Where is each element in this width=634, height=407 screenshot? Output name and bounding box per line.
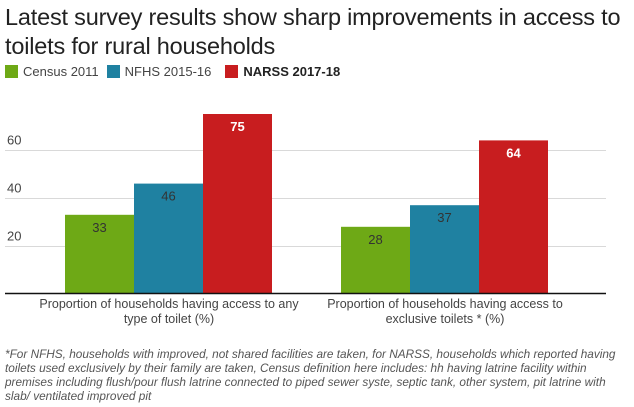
y-tick-label-20: 20 bbox=[7, 229, 21, 244]
legend-label: Census 2011 bbox=[23, 63, 99, 79]
data-label: 75 bbox=[230, 119, 244, 134]
legend: Census 2011 NFHS 2015-16 NARSS 2017-18 bbox=[5, 63, 348, 79]
legend-label: NARSS 2017-18 bbox=[243, 63, 341, 79]
bar-labels: 33 46 75 28 37 64 bbox=[92, 119, 521, 247]
bar-narss-2017-18-cat1 bbox=[479, 140, 548, 294]
bar-nfhs-2015-16-cat1 bbox=[410, 205, 479, 294]
legend-swatch bbox=[106, 64, 120, 78]
category-label-any-toilet: Proportion of households having access t… bbox=[39, 297, 299, 326]
legend-swatch bbox=[5, 64, 18, 78]
legend-swatch bbox=[225, 64, 239, 78]
data-label: 46 bbox=[161, 189, 175, 204]
legend-item-narss-2017-18: NARSS 2017-18 bbox=[225, 64, 340, 79]
y-tick-label-40: 40 bbox=[7, 181, 21, 196]
y-axis-ticks: 20 40 60 bbox=[7, 133, 21, 244]
bars bbox=[65, 114, 548, 294]
legend-item-census-2011: Census 2011 bbox=[5, 64, 99, 79]
chart-title: Latest survey results show sharp improve… bbox=[5, 4, 621, 59]
footnote: *For NFHS, households with improved, not… bbox=[5, 347, 616, 403]
legend-label: NFHS 2015-16 bbox=[124, 63, 212, 79]
data-label: 28 bbox=[368, 232, 382, 247]
data-label: 37 bbox=[437, 210, 451, 225]
bar-narss-2017-18-cat0 bbox=[203, 114, 272, 294]
bar-census-2011-cat0 bbox=[65, 214, 134, 294]
y-tick-label-60: 60 bbox=[7, 133, 21, 148]
data-label: 33 bbox=[92, 220, 106, 235]
bar-nfhs-2015-16-cat0 bbox=[134, 183, 203, 294]
data-label: 64 bbox=[506, 145, 521, 160]
bar-census-2011-cat1 bbox=[341, 226, 410, 294]
legend-item-nfhs-2015-16: NFHS 2015-16 bbox=[106, 63, 212, 79]
category-label-exclusive-toilets: Proportion of households having access t… bbox=[327, 297, 563, 326]
